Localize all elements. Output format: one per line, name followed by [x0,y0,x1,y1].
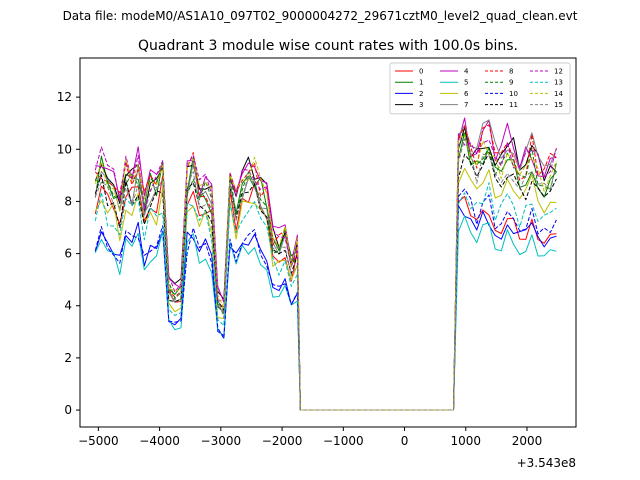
suptitle: Data file: modeM0/AS1A10_097T02_90000042… [63,9,578,23]
series-line-4 [95,117,557,411]
series-line-10 [94,188,557,411]
legend-label-15: 15 [554,101,563,109]
x-tick-label: 1000 [451,434,482,448]
series-line-8 [94,124,557,411]
legend-label-5: 5 [464,79,468,87]
legend-label-8: 8 [509,68,513,76]
x-tick-label: 0 [401,434,409,448]
series-line-15 [94,138,557,411]
legend-label-11: 11 [509,101,518,109]
series-line-3 [94,126,557,411]
series-line-13 [94,182,557,411]
legend-label-9: 9 [509,79,513,87]
series-line-12 [94,133,557,411]
y-tick-label: 0 [64,403,72,417]
x-tick-label: −2000 [262,434,303,448]
legend-label-6: 6 [464,90,469,98]
axes-frame [79,57,577,428]
series-line-5 [94,215,557,411]
plot-area [94,117,557,411]
x-tick-label: −3000 [201,434,242,448]
legend-label-1: 1 [419,79,423,87]
y-tick-label: 4 [64,299,72,313]
series-line-14 [94,134,557,411]
legend-label-2: 2 [419,90,423,98]
legend-label-0: 0 [419,68,423,76]
x-tick-label: −1000 [323,434,364,448]
y-axis: 0 2 4 6 8 10 12 [57,90,80,417]
legend-label-3: 3 [419,101,423,109]
legend-label-12: 12 [554,68,563,76]
legend-label-14: 14 [554,90,563,98]
y-tick-label: 6 [64,247,72,261]
x-axis: −5000 −4000 −3000 −2000 −1000 0 1000 2000 [78,427,542,448]
series-line-7 [94,119,557,411]
series-line-11 [94,151,557,411]
legend-label-4: 4 [464,68,469,76]
x-tick-label: 2000 [512,434,543,448]
x-offset-label: +3.543e8 [517,456,576,470]
series-line-9 [95,131,557,411]
x-tick-label: −4000 [139,434,180,448]
legend-label-7: 7 [464,101,468,109]
y-tick-label: 10 [57,142,72,156]
x-tick-label: −5000 [78,434,119,448]
legend-box [389,62,571,115]
y-tick-label: 12 [57,90,72,104]
legend-label-13: 13 [554,79,563,87]
series-line-2 [94,205,557,411]
y-tick-label: 2 [64,351,72,365]
legend-label-10: 10 [509,90,518,98]
y-tick-label: 8 [64,194,72,208]
chart-title: Quadrant 3 module wise count rates with … [138,38,518,54]
